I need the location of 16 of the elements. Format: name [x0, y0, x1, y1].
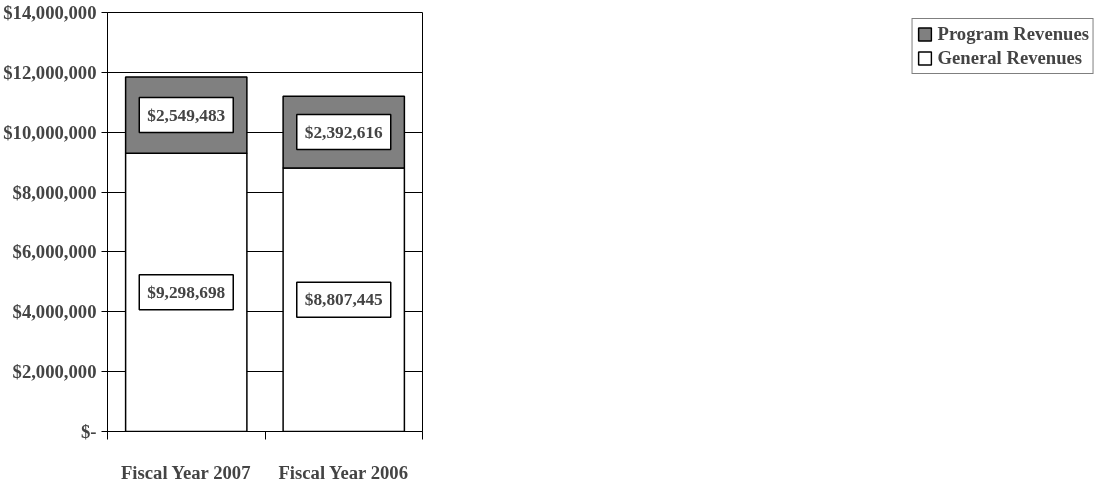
- y-tick-label: $6,000,000: [12, 241, 97, 263]
- y-tick-label: $-: [80, 421, 97, 442]
- data-label: $2,549,483: [147, 105, 226, 125]
- y-tick-label: $12,000,000: [3, 61, 97, 83]
- y-tick-label: $8,000,000: [12, 181, 97, 203]
- x-tick-label: Fiscal Year 2006: [278, 461, 409, 483]
- y-tick-label: $14,000,000: [3, 2, 97, 23]
- x-tick-label: Fiscal Year 2007: [120, 461, 251, 483]
- data-label: $8,807,445: [304, 290, 384, 310]
- data-label: $9,298,698: [147, 282, 226, 302]
- legend-label: Program Revenues: [937, 23, 1089, 45]
- legend-label: General Revenues: [937, 47, 1083, 69]
- y-tick-label: $4,000,000: [12, 301, 97, 323]
- y-tick-label: $10,000,000: [3, 121, 97, 143]
- data-label: $2,392,616: [304, 122, 384, 142]
- y-tick-label: $2,000,000: [12, 361, 97, 383]
